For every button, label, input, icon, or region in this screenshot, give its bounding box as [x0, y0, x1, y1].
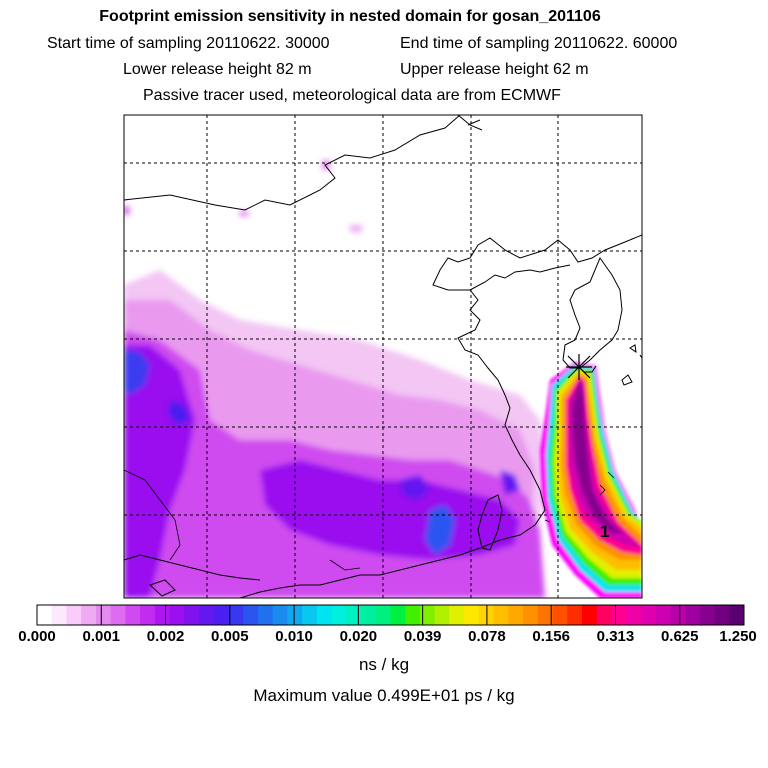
map-grid: [124, 115, 642, 598]
colorbar-label: 1.250: [719, 628, 757, 645]
colorbar-swatch: [670, 605, 686, 625]
colorbar-label: 0.078: [468, 628, 506, 645]
colorbar-swatch: [66, 605, 82, 625]
colorbar-swatch: [331, 605, 347, 625]
colorbar-frame: [36, 604, 745, 626]
colorbar-swatch: [567, 605, 583, 625]
colorbar-label: 0.313: [596, 628, 635, 645]
colorbar-label: 0.000: [18, 628, 56, 645]
colorbar-label: 0.010: [275, 628, 313, 645]
colorbar-swatch: [375, 605, 391, 625]
colorbar-swatch: [508, 605, 524, 625]
colorbar-label: 0.020: [339, 628, 378, 645]
map-frame: [123, 114, 643, 599]
colorbar-label: 0.005: [211, 628, 249, 645]
colorbar-label: 0.001: [82, 628, 121, 645]
colorbar-swatch: [611, 605, 627, 625]
coastlines: [124, 115, 642, 598]
colorbar-swatch: [169, 605, 185, 625]
colorbar-swatch: [302, 605, 318, 625]
colorbar-swatch: [419, 605, 436, 625]
title-line-4: Passive tracer used, meteorological data…: [143, 87, 561, 104]
start-time: Start time of sampling 20110622. 30000: [47, 35, 330, 52]
colorbar-swatch: [729, 605, 745, 625]
colorbar-swatch: [346, 605, 362, 625]
colorbar-swatch: [390, 605, 406, 625]
colorbar-swatch: [405, 605, 421, 625]
colorbar-swatch: [199, 605, 215, 625]
colorbar-swatch: [361, 605, 377, 625]
colorbar-swatch: [272, 605, 288, 625]
colorbar-swatch: [140, 605, 156, 625]
colorbar-swatch: [154, 605, 171, 625]
colorbar-swatch: [257, 605, 274, 625]
sensitivity-field: [124, 160, 642, 598]
colorbar-units: ns / kg: [358, 655, 410, 674]
colorbar-swatch: [95, 605, 112, 625]
colorbar-swatch: [449, 605, 465, 625]
colorbar-swatch: [434, 605, 450, 625]
lower-release-height: Lower release height 82 m: [123, 61, 312, 78]
end-time: End time of sampling 20110622. 60000: [400, 35, 678, 52]
colorbar-swatch: [464, 605, 480, 625]
colorbar-swatch: [581, 605, 598, 625]
colorbar-swatch: [537, 605, 554, 625]
colorbar-swatch: [184, 605, 200, 625]
map-panel: 1: [124, 115, 642, 598]
colorbar-swatch: [316, 605, 333, 625]
x-mark: [566, 354, 592, 380]
colorbar-swatch: [110, 605, 126, 625]
upper-release-height: Upper release height 62 m: [400, 61, 589, 78]
colorbar-label: 0.002: [146, 628, 185, 645]
colorbar-swatch: [596, 605, 612, 625]
colorbar-label: 0.039: [403, 628, 442, 645]
colorbar-swatch: [213, 605, 229, 625]
colorbar-swatch: [243, 605, 259, 625]
colorbar-swatch: [51, 605, 67, 625]
colorbar-swatch: [523, 605, 539, 625]
colorbar-label: 0.156: [532, 628, 570, 645]
title-line-1: Footprint emission sensitivity in nested…: [99, 8, 601, 25]
colorbar-swatch: [287, 605, 303, 625]
colorbar-swatch: [655, 605, 671, 625]
colorbar: [36, 605, 745, 625]
colorbar-swatch: [699, 605, 716, 625]
station-label: 1: [600, 522, 609, 541]
colorbar-swatch: [125, 605, 141, 625]
colorbar-swatch: [626, 605, 642, 625]
colorbar-swatch: [81, 605, 97, 625]
colorbar-swatch: [552, 605, 568, 625]
colorbar-swatch: [493, 605, 509, 625]
colorbar-swatch: [714, 605, 730, 625]
max-value-text: Maximum value 0.499E+01 ps / kg: [253, 686, 515, 705]
colorbar-swatch: [640, 605, 657, 625]
colorbar-swatch: [228, 605, 244, 625]
colorbar-label: 0.625: [660, 628, 699, 645]
colorbar-swatch: [37, 605, 53, 625]
colorbar-swatch: [685, 605, 701, 625]
